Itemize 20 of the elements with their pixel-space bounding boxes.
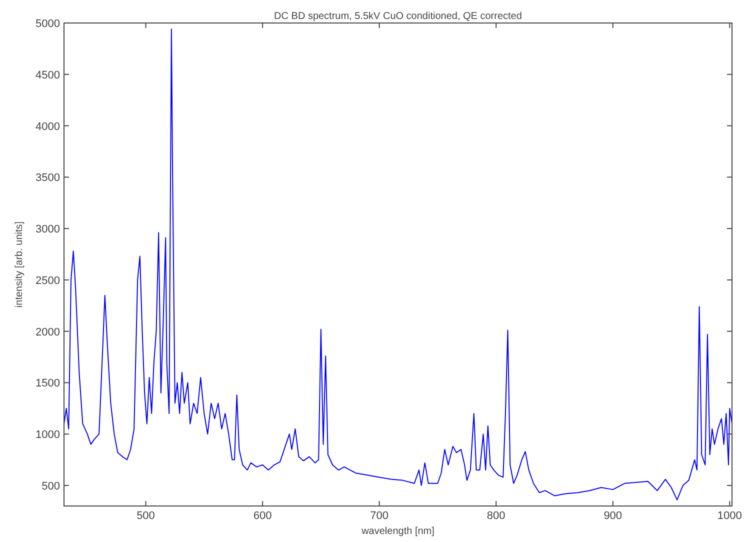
x-tick-label: 500 (136, 510, 155, 522)
y-tick-label: 3500 (36, 172, 60, 184)
y-tick-label: 5000 (36, 18, 60, 30)
x-tick-label: 1000 (717, 510, 742, 522)
x-tick-label: 600 (253, 510, 272, 522)
y-tick-label: 1500 (36, 378, 60, 390)
x-tick-label: 900 (604, 510, 622, 522)
x-axis-title: wavelength [nm] (360, 526, 435, 537)
x-tick-label: 800 (486, 510, 506, 522)
x-tick-label: 700 (370, 510, 388, 522)
y-tick-label: 4000 (36, 120, 60, 133)
y-tick-label: 4500 (36, 69, 60, 82)
y-tick-label: 500 (42, 480, 60, 492)
y-tick-label: 3000 (36, 224, 60, 236)
chart-title: DC BD spectrum, 5.5kV CuO conditioned, QE corrected (274, 11, 522, 22)
y-tick-label: 1000 (36, 429, 60, 442)
y-tick-label: 2500 (36, 274, 60, 287)
line-series (64, 28, 732, 500)
y-axis-title: intensity [arb. units] (14, 221, 25, 308)
y-tick-label: 2000 (36, 326, 60, 338)
